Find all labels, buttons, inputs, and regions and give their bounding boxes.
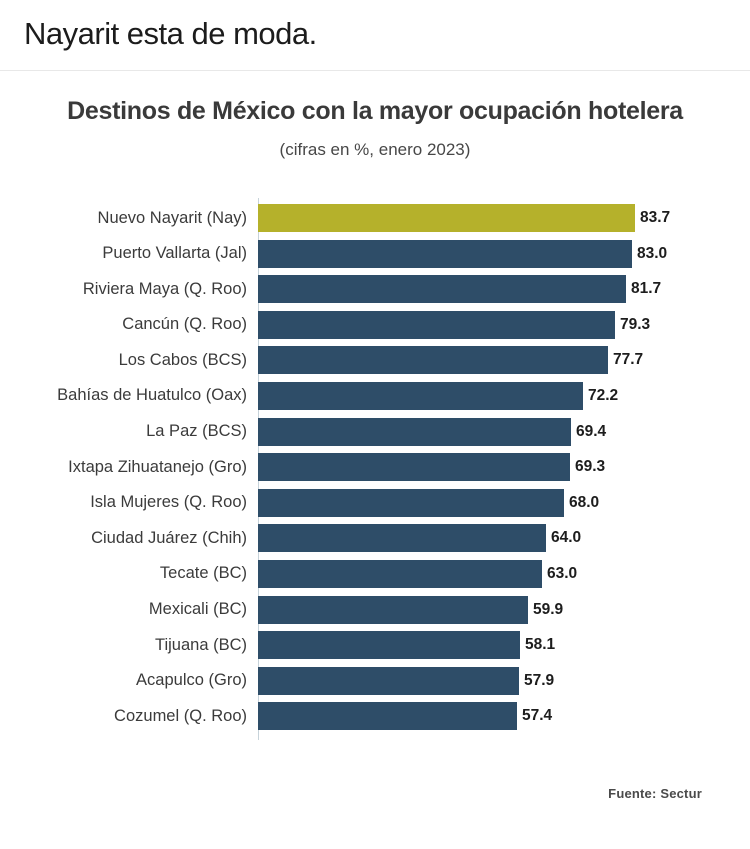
category-label: Nuevo Nayarit (Nay) bbox=[97, 208, 247, 227]
bar bbox=[258, 417, 571, 446]
source-caption: Fuente: Sectur bbox=[608, 786, 702, 802]
bar-row: Mexicali (BC) 59.9 bbox=[0, 595, 750, 624]
value-label: 79.3 bbox=[620, 315, 651, 333]
bar-row: Ixtapa Zihuatanejo (Gro) 69.3 bbox=[0, 453, 750, 482]
bar-track: 77.7 bbox=[258, 346, 750, 375]
category-label: Riviera Maya (Q. Roo) bbox=[82, 279, 247, 298]
category-label: Los Cabos (BCS) bbox=[118, 350, 247, 369]
bar bbox=[258, 702, 517, 731]
bar bbox=[258, 346, 608, 375]
category-label: Mexicali (BC) bbox=[148, 600, 247, 619]
value-label: 83.7 bbox=[640, 209, 671, 226]
category-label: Cancún (Q. Roo) bbox=[122, 315, 247, 334]
bar bbox=[258, 559, 542, 588]
bar bbox=[258, 204, 635, 232]
bar-row: Los Cabos (BCS) 77.7 bbox=[0, 346, 750, 375]
category-label: Acapulco (Gro) bbox=[136, 671, 247, 690]
bar bbox=[258, 488, 564, 517]
bar-track: 79.3 bbox=[258, 310, 750, 339]
value-label: 68.0 bbox=[569, 493, 600, 511]
bar-row: La Paz (BCS) 69.4 bbox=[0, 417, 750, 446]
bar-track: 64.0 bbox=[258, 524, 750, 553]
bar bbox=[258, 453, 570, 482]
bar-row: Puerto Vallarta (Jal) 83.0 bbox=[0, 239, 750, 268]
value-label: 69.4 bbox=[576, 422, 607, 440]
value-label: 81.7 bbox=[631, 280, 662, 298]
bar bbox=[258, 666, 519, 695]
divider bbox=[0, 70, 750, 71]
bar-row: Riviera Maya (Q. Roo) 81.7 bbox=[0, 275, 750, 304]
chart-subtitle: (cifras en %, enero 2023) bbox=[279, 140, 471, 159]
bar bbox=[258, 239, 632, 268]
bar-row: Isla Mujeres (Q. Roo) 68.0 bbox=[0, 488, 750, 517]
chart-title: Destinos de México con la mayor ocupació… bbox=[67, 97, 683, 125]
bar-track: 81.7 bbox=[258, 275, 750, 304]
category-label: Ciudad Juárez (Chih) bbox=[91, 528, 247, 547]
bar-row: Tecate (BC) 63.0 bbox=[0, 559, 750, 588]
category-label: La Paz (BCS) bbox=[146, 422, 247, 441]
bar bbox=[258, 275, 626, 304]
category-label: Bahías de Huatulco (Oax) bbox=[57, 386, 247, 405]
bar-track: 63.0 bbox=[258, 559, 750, 588]
value-label: 58.1 bbox=[525, 636, 556, 654]
value-label: 63.0 bbox=[547, 564, 578, 582]
post-title: Nayarit esta de moda. bbox=[24, 16, 317, 51]
chart-card: Destinos de México con la mayor ocupació… bbox=[0, 71, 750, 801]
bar-row: Cozumel (Q. Roo) 57.4 bbox=[0, 702, 750, 731]
category-label: Ixtapa Zihuatanejo (Gro) bbox=[68, 457, 247, 476]
value-label: 72.2 bbox=[588, 386, 619, 404]
bar-track: 57.4 bbox=[258, 702, 750, 731]
value-label: 57.9 bbox=[524, 671, 555, 689]
bar-track: 58.1 bbox=[258, 631, 750, 660]
bar-row: Tijuana (BC) 58.1 bbox=[0, 631, 750, 660]
category-label: Tecate (BC) bbox=[159, 564, 247, 583]
category-label: Puerto Vallarta (Jal) bbox=[102, 244, 247, 263]
category-label: Isla Mujeres (Q. Roo) bbox=[90, 493, 247, 512]
bar-row: Nuevo Nayarit (Nay) 83.7 bbox=[0, 204, 750, 232]
bar bbox=[258, 595, 528, 624]
bar-row: Cancún (Q. Roo) 79.3 bbox=[0, 310, 750, 339]
value-label: 69.3 bbox=[575, 458, 606, 476]
bar-chart: Nuevo Nayarit (Nay) 83.7 Puerto Vallarta (… bbox=[0, 198, 750, 741]
value-label: 77.7 bbox=[613, 351, 644, 369]
value-label: 59.9 bbox=[533, 600, 564, 618]
bar-row: Ciudad Juárez (Chih) 64.0 bbox=[0, 524, 750, 553]
bar-track: 57.9 bbox=[258, 666, 750, 695]
bar-track: 69.3 bbox=[258, 453, 750, 482]
value-label: 57.4 bbox=[522, 707, 553, 725]
bar bbox=[258, 524, 546, 553]
post-header: Nayarit esta de moda. bbox=[0, 0, 750, 70]
bar-row: Bahías de Huatulco (Oax) 72.2 bbox=[0, 381, 750, 410]
bar-track: 72.2 bbox=[258, 381, 750, 410]
value-label: 64.0 bbox=[551, 529, 582, 547]
category-label: Cozumel (Q. Roo) bbox=[114, 706, 247, 725]
bar-track: 83.7 bbox=[258, 204, 750, 232]
bar bbox=[258, 310, 615, 339]
bar-track: 59.9 bbox=[258, 595, 750, 624]
category-label: Tijuana (BC) bbox=[155, 635, 247, 654]
bar bbox=[258, 381, 583, 410]
bar-track: 83.0 bbox=[258, 239, 750, 268]
bar-row: Acapulco (Gro) 57.9 bbox=[0, 666, 750, 695]
value-label: 83.0 bbox=[637, 244, 668, 262]
bar-track: 68.0 bbox=[258, 488, 750, 517]
bar-track: 69.4 bbox=[258, 417, 750, 446]
bar bbox=[258, 631, 520, 660]
